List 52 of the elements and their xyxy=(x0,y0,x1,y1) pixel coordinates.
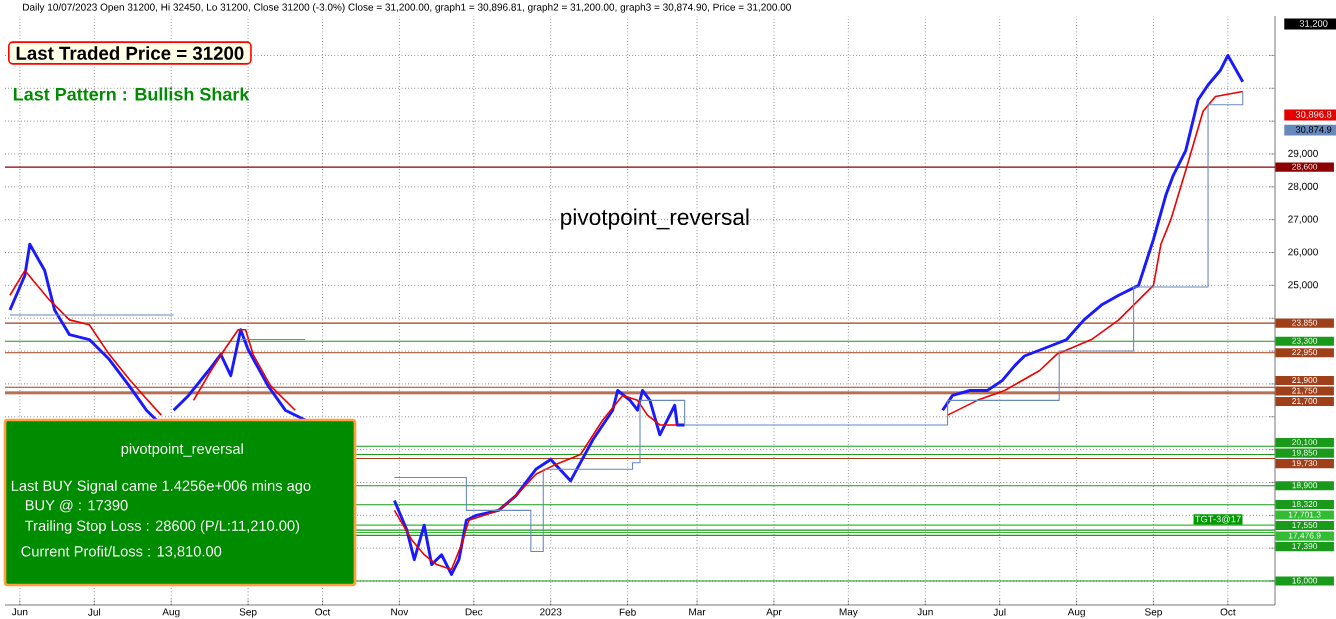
ref-line-label: 18,320 xyxy=(1292,501,1318,509)
ref-line-label: 19,850 xyxy=(1292,449,1318,457)
annotation: pivotpoint_reversal xyxy=(561,208,749,230)
y-tick-label: 28,000 xyxy=(1288,182,1318,191)
x-tick-label: Aug xyxy=(1067,608,1085,618)
x-tick-label: Oct xyxy=(315,608,331,616)
x-tick-label: Aug xyxy=(162,608,180,618)
ref-line-label: 22,950 xyxy=(1292,349,1318,357)
y-tick-label: 25,000 xyxy=(1288,281,1318,290)
ref-line-label: 20,100 xyxy=(1292,439,1318,447)
ref-line-label: 21,700 xyxy=(1292,398,1318,406)
ref-line-label: 17,701.3 xyxy=(1288,511,1321,519)
ref-line-label: 23,850 xyxy=(1292,319,1318,327)
x-tick-label: Feb xyxy=(619,608,636,616)
text: 30,874.9 xyxy=(1295,126,1332,134)
ref-line-label: 28,600 xyxy=(1292,163,1318,171)
ref-line-label: 19,730 xyxy=(1292,460,1318,468)
ref-line-label: 23,300 xyxy=(1292,337,1318,345)
x-tick-label: Sep xyxy=(239,608,257,618)
x-tick-label: Oct xyxy=(1220,608,1236,616)
ref-line-label: 17,390 xyxy=(1292,543,1318,551)
ref-line-label: 21,750 xyxy=(1292,387,1318,395)
annotation: Last Traded Price = 31200 xyxy=(16,46,244,60)
x-tick-label: Apr xyxy=(766,608,782,618)
text: 31,200 xyxy=(1299,20,1328,28)
annotation: pivotpoint_reversal xyxy=(121,443,243,457)
x-tick-label: Jun xyxy=(11,608,28,616)
y-tick-label: 29,000 xyxy=(1288,149,1318,159)
ref-line-label: 17,550 xyxy=(1292,522,1318,530)
x-tick-label: Jun xyxy=(917,608,933,616)
text: 30,896.8 xyxy=(1295,111,1332,119)
x-tick-label: May xyxy=(839,608,858,618)
annotation: Last BUY Signal came 1.4256e+006 mins ago xyxy=(11,480,311,494)
annotation: TGT-3@17 xyxy=(1195,515,1241,524)
x-tick-label: Jul xyxy=(993,608,1006,616)
x-tick-label: Mar xyxy=(689,608,706,616)
ref-line-label: 17,476.9 xyxy=(1288,532,1321,540)
annotation: BUY @ : 17390 xyxy=(25,499,128,513)
chart-title: Daily 10/07/2023 Open 31200, Hi 32450, Lo 31200, Close 31200 (-3.0%) Close = 31,200.00, graph1 = 30,896.81, graph2 = 31,200.00, graph3 = 30,874.90, Price = 31,200.00 xyxy=(23,3,791,13)
annotation: Current Profit/Loss : 13,810.00 xyxy=(21,545,222,559)
x-tick-label: Dec xyxy=(465,608,483,616)
annotation: Trailing Stop Loss : 28600 (P/L:11,210.00) xyxy=(25,520,300,534)
ref-line-label: 21,900 xyxy=(1292,377,1318,384)
y-tick-label: 27,000 xyxy=(1288,215,1318,224)
ref-line-label: 16,000 xyxy=(1292,577,1318,585)
x-tick-label: 2023 xyxy=(540,608,562,616)
y-tick-label: 26,000 xyxy=(1288,248,1318,257)
ref-line-label: 18,900 xyxy=(1292,482,1318,490)
x-tick-label: Sep xyxy=(1145,608,1162,618)
x-tick-label: Nov xyxy=(391,608,409,616)
annotation: Last Pattern : Bullish Shark xyxy=(13,87,250,101)
x-tick-label: Jul xyxy=(88,608,101,616)
